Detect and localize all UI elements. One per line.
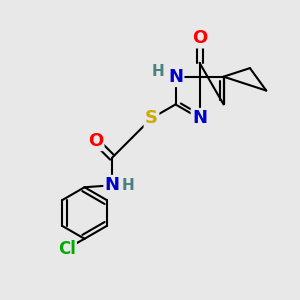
Text: N: N <box>192 109 207 127</box>
Text: S: S <box>145 109 158 127</box>
Text: Cl: Cl <box>58 240 76 258</box>
Text: N: N <box>105 176 120 194</box>
Text: H: H <box>122 178 134 193</box>
Text: O: O <box>192 29 207 47</box>
Text: O: O <box>88 132 103 150</box>
Text: N: N <box>168 68 183 86</box>
Text: H: H <box>151 64 164 79</box>
